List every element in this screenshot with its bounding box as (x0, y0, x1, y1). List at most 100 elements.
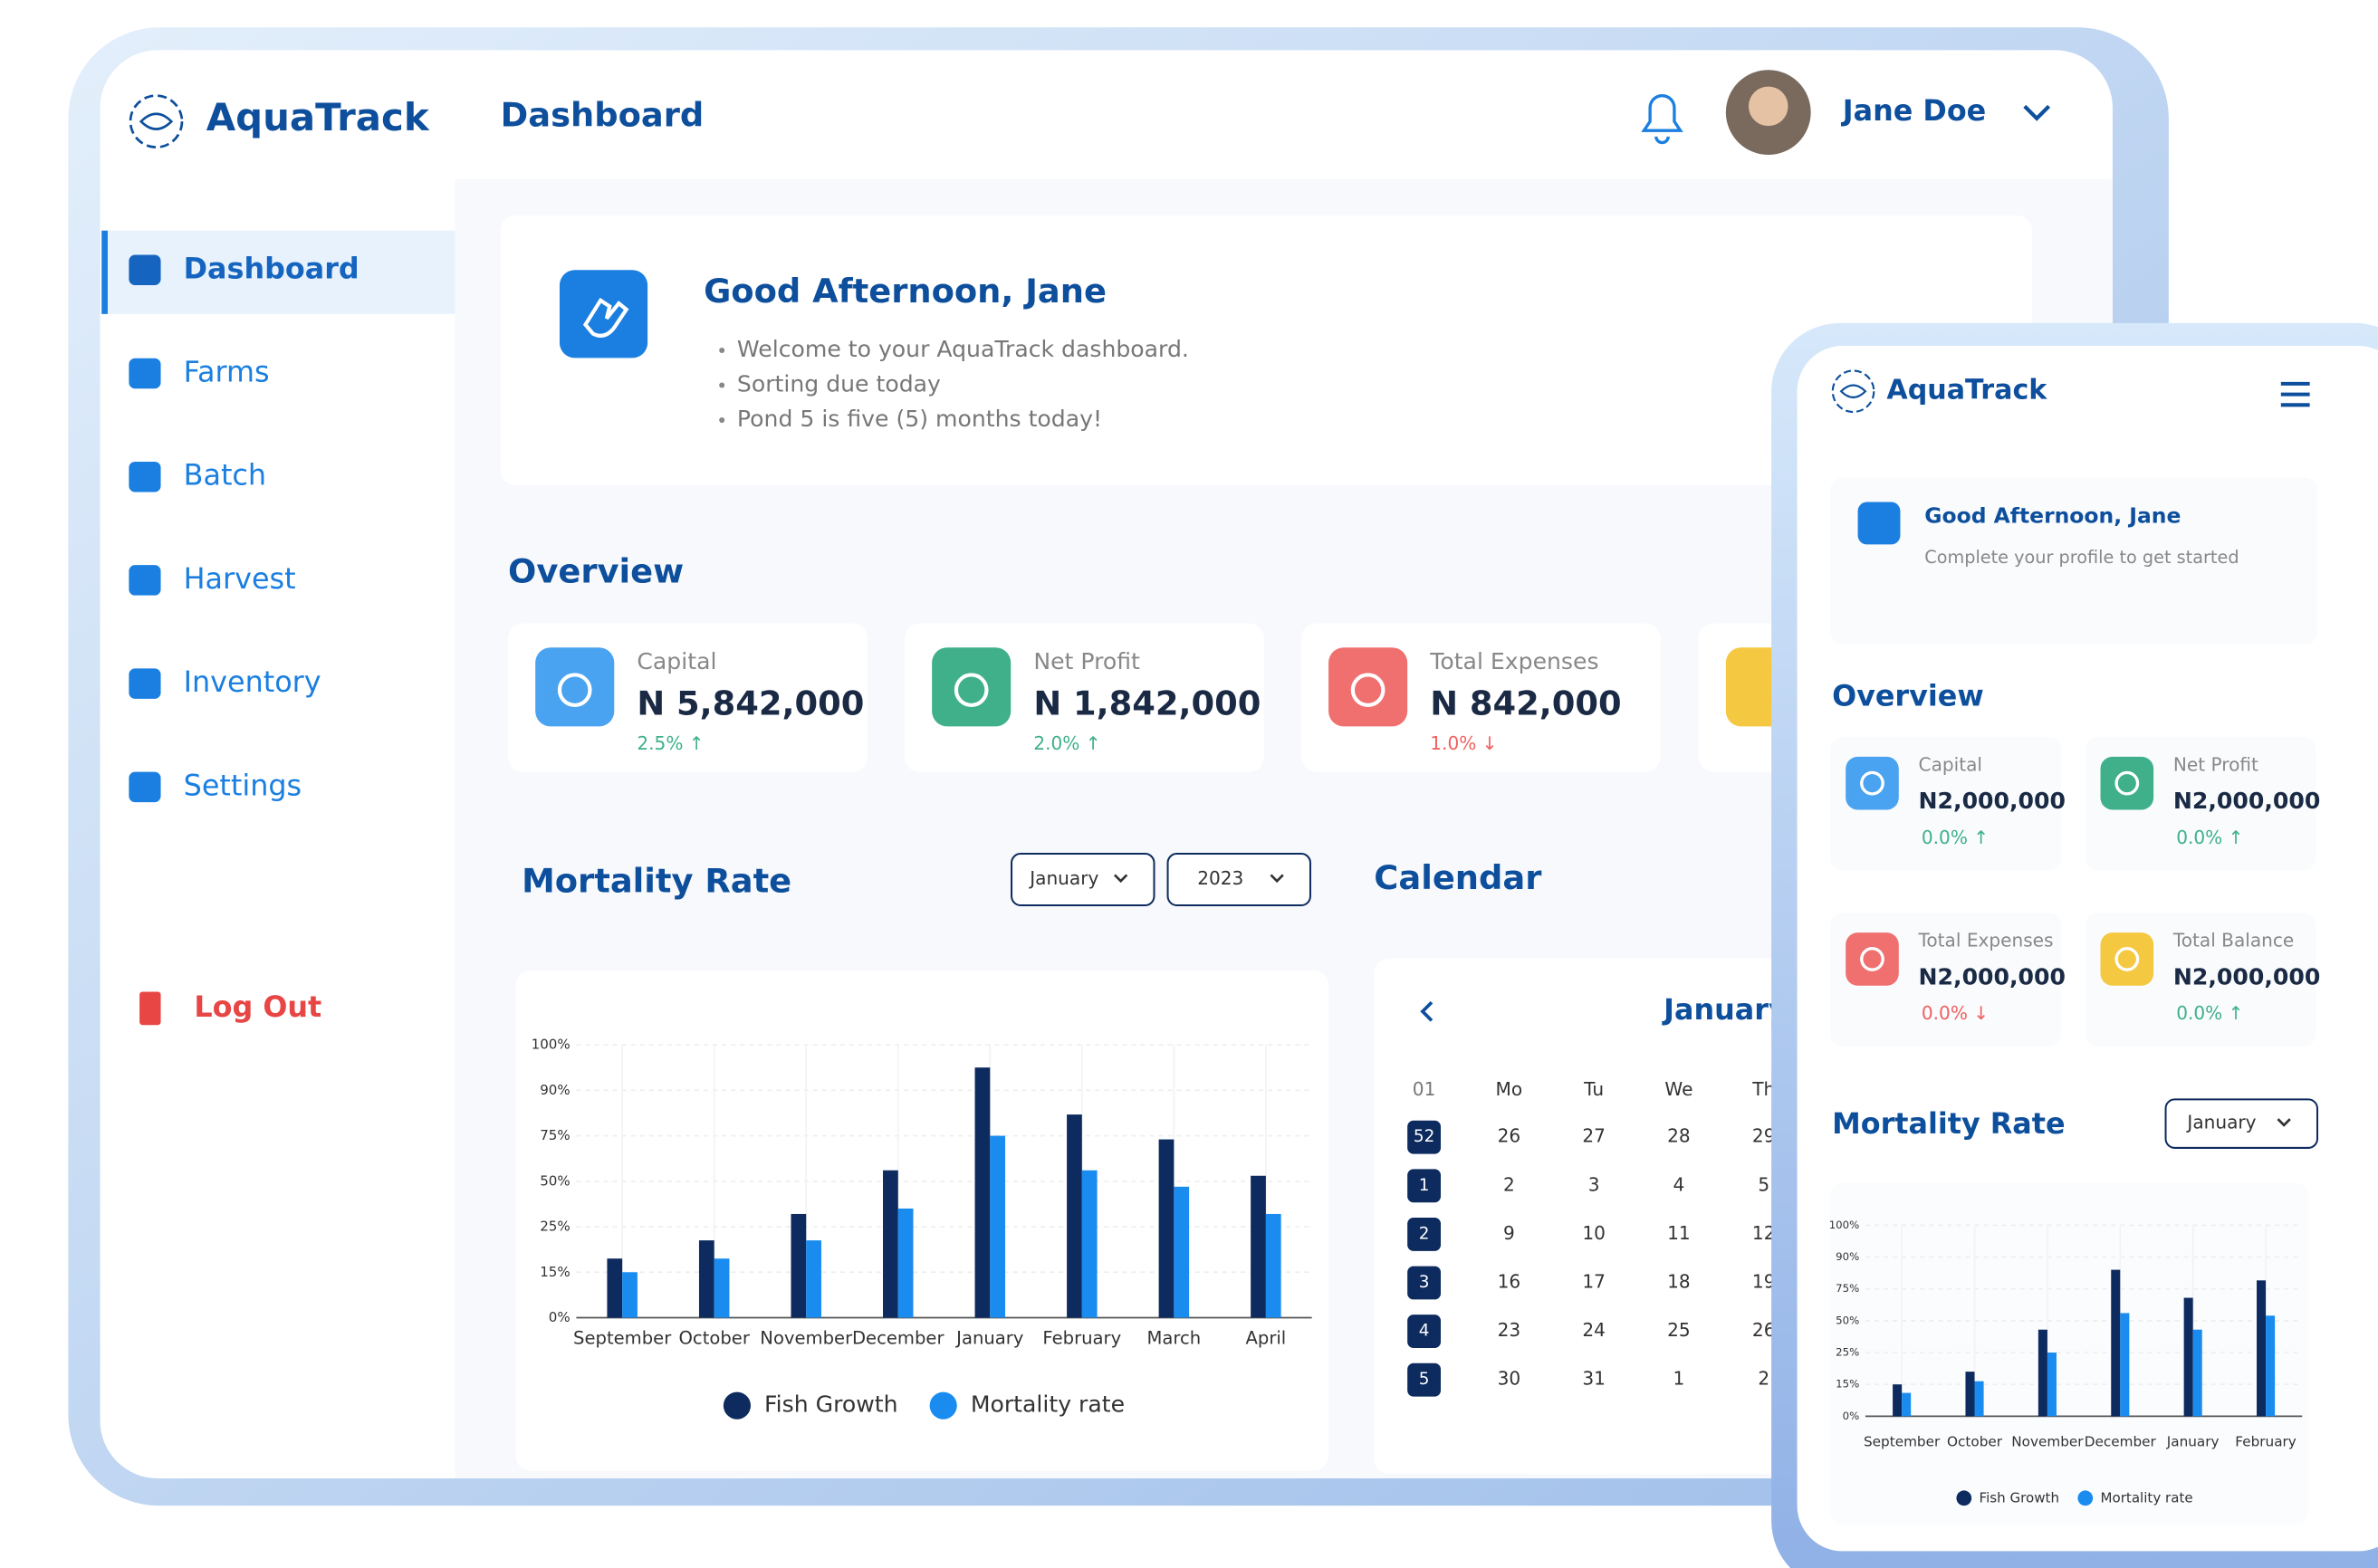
calendar-day[interactable]: 9 (1503, 1222, 1515, 1244)
nav-icon (129, 254, 161, 286)
calendar-day[interactable]: 18 (1667, 1270, 1691, 1292)
x-tick-label: January (2166, 1433, 2220, 1449)
stat-value: N 1,842,000 (1033, 684, 1261, 722)
bar (2192, 1329, 2202, 1417)
weekday-header: Mo (1496, 1078, 1523, 1100)
stat-icon (1846, 932, 1899, 986)
stat-icon-glyph (2114, 770, 2140, 796)
legend-label: Mortality rate (971, 1391, 1125, 1418)
calendar-day[interactable]: 28 (1667, 1125, 1691, 1147)
nav-icon (129, 668, 161, 699)
week-badge (1407, 1217, 1442, 1251)
week-number: 52 (1414, 1127, 1434, 1146)
welcome-bullet: Welcome to your AquaTrack dashboard. (737, 336, 1189, 362)
user-name[interactable]: Jane Doe (1841, 93, 1986, 128)
calendar-day[interactable]: 27 (1582, 1125, 1606, 1147)
y-tick-label: 100% (1829, 1219, 1860, 1231)
calendar-day[interactable]: 2 (1758, 1368, 1769, 1390)
x-tick-label: January (954, 1327, 1023, 1348)
greeting-card (1830, 477, 2318, 645)
dropdown-chevron[interactable] (2023, 104, 2051, 121)
x-tick-label: February (2235, 1433, 2296, 1449)
calendar-day[interactable]: 26 (1498, 1125, 1521, 1147)
nav-item[interactable]: Dashboard (184, 251, 360, 285)
legend-label: Fish Growth (764, 1391, 897, 1418)
stat-label: Total Balance (2172, 930, 2294, 951)
select-value[interactable]: January (1028, 867, 1098, 889)
calendar-day[interactable]: 5 (1758, 1173, 1769, 1195)
calendar-card (1374, 958, 1829, 1475)
logo-icon (1831, 369, 1875, 414)
nav-item[interactable]: Settings (184, 768, 302, 802)
bar (897, 1208, 914, 1318)
select[interactable] (1166, 853, 1311, 906)
logout-icon (139, 991, 161, 1026)
select-chevron (1270, 874, 1284, 884)
select[interactable] (2164, 1098, 2319, 1149)
stat-icon (535, 647, 615, 727)
welcome-icon (559, 270, 648, 359)
menu-icon[interactable] (2280, 381, 2310, 407)
bar (791, 1213, 807, 1318)
calendar-day[interactable]: 16 (1498, 1270, 1521, 1292)
calendar-day[interactable]: 17 (1582, 1270, 1606, 1292)
calendar-day[interactable]: 1 (1673, 1368, 1685, 1390)
calendar-day[interactable]: 23 (1498, 1319, 1521, 1341)
y-tick-label: 90% (540, 1082, 570, 1098)
bar (698, 1240, 714, 1318)
stat-icon-glyph (1350, 673, 1386, 708)
stat-label: Capital (1919, 753, 1982, 775)
y-tick-label: 90% (1836, 1250, 1859, 1263)
legend-label: Fish Growth (1980, 1489, 2059, 1506)
weekday-header: 01 (1413, 1078, 1436, 1100)
calendar-day[interactable]: 24 (1582, 1319, 1606, 1341)
nav-icon (129, 771, 161, 803)
stat-change: 2.0% ↑ (1033, 732, 1100, 754)
select[interactable] (1011, 853, 1155, 906)
calendar-day[interactable]: 2 (1503, 1173, 1515, 1195)
y-tick-label: 0% (1843, 1410, 1860, 1422)
stat-icon (1328, 647, 1408, 727)
welcome-bullet: Sorting due today (737, 371, 941, 397)
logout[interactable]: Log Out (194, 990, 321, 1024)
select-value[interactable]: 2023 (1197, 867, 1243, 889)
bar (2038, 1329, 2047, 1417)
prev-month[interactable] (1420, 1000, 1434, 1022)
bullet-dot (719, 382, 725, 388)
stat-icon-glyph (1860, 947, 1884, 971)
bar (990, 1135, 1006, 1318)
calendar-day[interactable]: 10 (1582, 1222, 1606, 1244)
greeting-title: Good Afternoon, Jane (1924, 503, 2181, 529)
weekday-header: We (1664, 1078, 1692, 1100)
nav-item[interactable]: Batch (184, 458, 266, 492)
calendar-day[interactable]: 4 (1673, 1173, 1685, 1195)
nav-item[interactable]: Harvest (184, 561, 296, 596)
legend-marker (723, 1391, 751, 1420)
nav-icon (129, 358, 161, 389)
stat-value: N2,000,000 (2173, 788, 2320, 814)
select-value[interactable]: January (2185, 1112, 2256, 1133)
nav-item[interactable]: Inventory (184, 664, 321, 699)
stat-icon (1846, 756, 1899, 810)
week-number: 3 (1419, 1273, 1430, 1292)
calendar-day[interactable]: 25 (1667, 1319, 1691, 1341)
stat-value: N2,000,000 (2173, 963, 2320, 990)
wave-hand (582, 297, 629, 338)
stat-change: 0.0% ↑ (2176, 827, 2243, 848)
week-number: 4 (1419, 1322, 1430, 1341)
calendar-day[interactable]: 3 (1588, 1173, 1600, 1195)
bar (2183, 1297, 2193, 1417)
bar (2266, 1315, 2276, 1417)
calendar-day[interactable]: 11 (1667, 1222, 1691, 1244)
stat-label: Total Expenses (1429, 648, 1598, 674)
week-number: 1 (1419, 1176, 1430, 1195)
week-badge (1407, 1315, 1442, 1349)
x-tick-label: March (1147, 1327, 1202, 1348)
calendar-day[interactable]: 31 (1582, 1368, 1606, 1390)
welcome-title: Good Afternoon, Jane (704, 272, 1107, 311)
bell-icon[interactable] (1641, 94, 1683, 145)
nav-item[interactable]: Farms (184, 354, 270, 388)
stat-change: 0.0% ↓ (1922, 1002, 1989, 1024)
calendar-day[interactable]: 30 (1498, 1368, 1521, 1390)
